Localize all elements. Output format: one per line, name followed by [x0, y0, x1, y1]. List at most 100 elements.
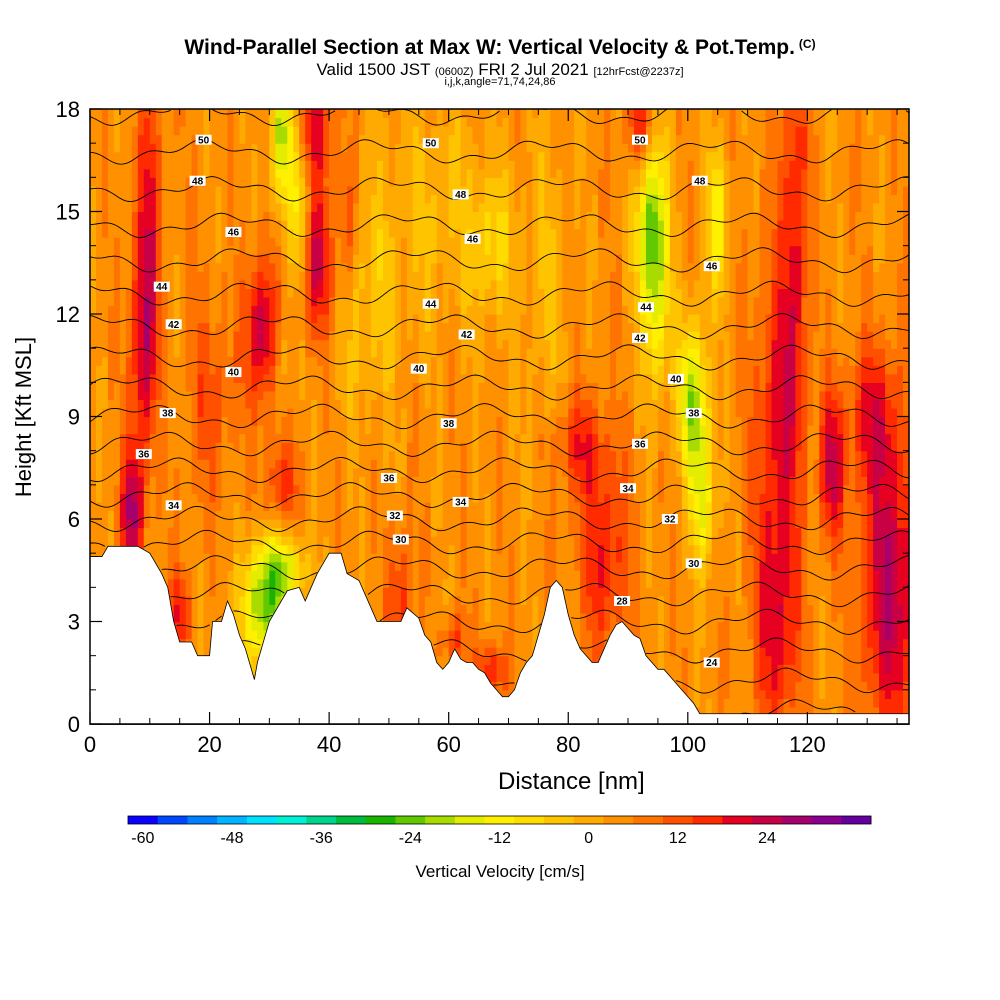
velocity-cell [490, 561, 498, 571]
velocity-cell [221, 185, 229, 196]
velocity-cell [454, 399, 462, 409]
velocity-cell [209, 185, 217, 196]
velocity-cell [442, 476, 450, 486]
velocity-cell [382, 348, 390, 358]
velocity-cell [173, 450, 181, 460]
velocity-cell [364, 356, 372, 366]
velocity-cell [90, 314, 97, 324]
velocity-cell [299, 356, 306, 366]
velocity-cell [454, 612, 462, 623]
velocity-cell [90, 519, 97, 529]
velocity-cell [293, 254, 300, 264]
velocity-cell [137, 211, 145, 221]
velocity-cell [484, 493, 492, 503]
velocity-cell [329, 493, 336, 503]
velocity-cell [418, 373, 426, 383]
velocity-cell [329, 134, 336, 144]
velocity-cell [119, 484, 127, 494]
velocity-cell [179, 202, 187, 213]
velocity-cell [263, 450, 270, 460]
velocity-cell [119, 467, 127, 477]
velocity-cell [233, 168, 241, 178]
velocity-cell [107, 228, 115, 238]
velocity-cell [406, 202, 414, 213]
velocity-cell [496, 314, 504, 324]
velocity-cell [281, 493, 288, 503]
velocity-cell [412, 356, 420, 366]
velocity-cell [478, 501, 486, 512]
velocity-cell [191, 544, 199, 554]
velocity-cell [323, 143, 330, 153]
velocity-cell [90, 211, 97, 221]
velocity-cell [376, 279, 384, 289]
velocity-cell [448, 561, 456, 571]
velocity-cell [191, 211, 199, 221]
velocity-cell [472, 314, 480, 324]
velocity-cell [251, 254, 258, 264]
velocity-cell [496, 544, 504, 554]
velocity-cell [113, 365, 121, 375]
velocity-cell [317, 382, 324, 392]
velocity-cell [287, 228, 294, 238]
velocity-cell [472, 630, 480, 640]
velocity-cell [436, 604, 444, 614]
velocity-cell [209, 237, 217, 247]
velocity-cell [412, 254, 420, 264]
velocity-cell [149, 262, 157, 272]
velocity-cell [323, 254, 330, 264]
velocity-cell [245, 621, 253, 631]
velocity-cell [90, 425, 97, 435]
velocity-cell [161, 305, 169, 315]
velocity-cell [466, 595, 474, 606]
velocity-cell [275, 262, 282, 272]
velocity-cell [173, 382, 181, 392]
velocity-cell [484, 202, 492, 213]
velocity-cell [323, 109, 330, 119]
velocity-cell [239, 220, 247, 230]
velocity-cell [412, 561, 420, 571]
velocity-cell [496, 536, 504, 546]
velocity-cell [137, 279, 145, 289]
velocity-cell [269, 416, 276, 426]
velocity-cell [137, 245, 145, 255]
velocity-cell [101, 254, 109, 264]
velocity-cell [323, 228, 330, 238]
velocity-cell [364, 510, 372, 520]
velocity-cell [269, 604, 276, 614]
velocity-cell [293, 202, 300, 213]
velocity-cell [185, 305, 193, 315]
velocity-cell [167, 544, 175, 554]
velocity-cell [293, 501, 300, 512]
velocity-cell [275, 433, 282, 443]
velocity-cell [161, 202, 169, 213]
velocity-cell [490, 356, 498, 366]
velocity-cell [347, 553, 354, 563]
velocity-cell [155, 134, 163, 144]
velocity-cell [496, 245, 504, 255]
velocity-cell [370, 117, 378, 127]
velocity-cell [305, 373, 312, 383]
velocity-cell [245, 476, 253, 486]
velocity-cell [382, 126, 390, 136]
velocity-cell [239, 536, 247, 546]
velocity-cell [364, 254, 372, 264]
velocity-cell [364, 578, 372, 588]
velocity-cell [107, 322, 115, 332]
velocity-cell [335, 390, 342, 401]
velocity-cell [460, 544, 468, 554]
velocity-cell [359, 493, 366, 503]
velocity-cell [173, 126, 181, 136]
velocity-cell [263, 544, 270, 554]
velocity-cell [179, 177, 187, 187]
velocity-cell [263, 587, 270, 597]
velocity-cell [466, 570, 474, 580]
velocity-cell [197, 348, 205, 358]
velocity-cell [275, 459, 282, 469]
velocity-cell [364, 271, 372, 281]
velocity-cell [113, 126, 121, 136]
velocity-cell [478, 561, 486, 571]
velocity-cell [472, 202, 480, 213]
velocity-cell [119, 228, 127, 238]
velocity-cell [245, 407, 253, 418]
velocity-cell [436, 365, 444, 375]
